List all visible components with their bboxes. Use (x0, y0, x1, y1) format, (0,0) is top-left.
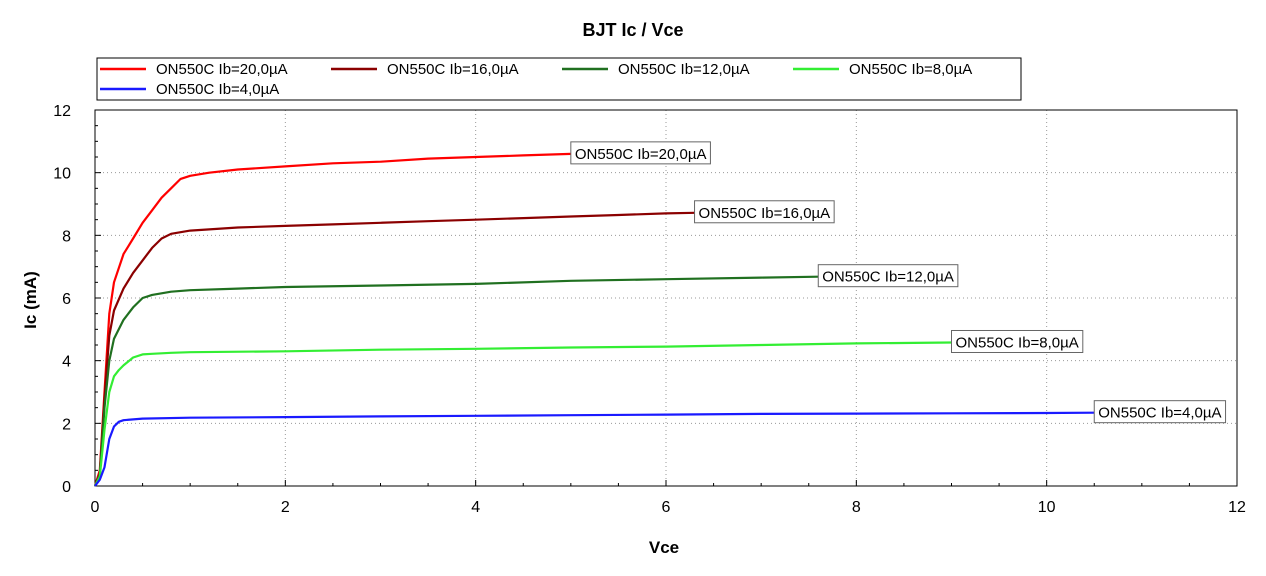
x-tick-label: 8 (852, 499, 861, 516)
x-tick-label: 6 (662, 499, 671, 516)
series-lines (93, 152, 1095, 487)
end-label-box (1093, 400, 1227, 424)
legend-label: ON550C Ib=16,0µA (387, 61, 519, 78)
end-label-box (570, 141, 711, 165)
legend: ON550C Ib=20,0µA ON550C Ib=16,0µA ON550C I… (96, 57, 1022, 101)
series-end-label-5: ON550C Ib=4,0µA (1093, 400, 1227, 424)
x-tick-label: 12 (1228, 499, 1246, 516)
y-tick-label: 8 (62, 228, 71, 245)
end-label-text: ON550C Ib=16,0µA (699, 205, 831, 222)
legend-label: ON550C Ib=8,0µA (849, 61, 972, 78)
end-label-text: ON550C Ib=20,0µA (575, 146, 707, 163)
legend-item-5: ON550C Ib=4,0µA (100, 81, 279, 98)
legend-item-3: ON550C Ib=12,0µA (562, 61, 750, 78)
end-label-text: ON550C Ib=8,0µA (956, 334, 1079, 351)
y-tick-label: 4 (62, 354, 71, 371)
y-tick-label: 6 (62, 291, 71, 308)
series-end-label-4: ON550C Ib=8,0µA (951, 329, 1084, 353)
x-tick-label: 2 (281, 499, 290, 516)
end-label-box (694, 200, 835, 224)
legend-label: ON550C Ib=20,0µA (156, 61, 288, 78)
legend-label: ON550C Ib=4,0µA (156, 81, 279, 98)
series-line-4 (94, 341, 952, 487)
x-tick-label: 10 (1038, 499, 1056, 516)
legend-item-4: ON550C Ib=8,0µA (793, 61, 972, 78)
series-line-1 (93, 152, 571, 487)
end-label-text: ON550C Ib=12,0µA (822, 269, 954, 286)
y-axis-label: Ic (mA) (21, 271, 40, 329)
legend-item-1: ON550C Ib=20,0µA (100, 61, 288, 78)
series-line-2 (93, 211, 695, 487)
end-label-box (817, 264, 959, 288)
x-tick-label: 0 (91, 499, 100, 516)
series-line-5 (94, 411, 1095, 487)
chart-title: BJT Ic / Vce (582, 20, 683, 40)
x-axis-label: Vce (649, 538, 679, 557)
y-tick-label: 10 (53, 166, 71, 183)
y-tick-label: 0 (62, 479, 71, 496)
legend-box (96, 57, 1022, 101)
end-label-box (951, 329, 1084, 353)
series-end-label-1: ON550C Ib=20,0µA (570, 141, 711, 165)
legend-item-2: ON550C Ib=16,0µA (331, 61, 519, 78)
series-end-labels: ON550C Ib=20,0µA ON550C Ib=16,0µA ON550C I… (570, 141, 1227, 424)
x-tick-label: 4 (471, 499, 480, 516)
series-end-label-3: ON550C Ib=12,0µA (817, 264, 959, 288)
grid (95, 110, 1237, 486)
series-line-3 (93, 275, 819, 487)
y-tick-label: 12 (53, 103, 71, 120)
axis-ticks: 0 2 4 6 8 10 12 0 2 4 6 8 10 12 (53, 103, 1246, 516)
end-label-text: ON550C Ib=4,0µA (1098, 405, 1221, 422)
legend-label: ON550C Ib=12,0µA (618, 61, 750, 78)
y-tick-label: 2 (62, 416, 71, 433)
series-end-label-2: ON550C Ib=16,0µA (694, 200, 835, 224)
